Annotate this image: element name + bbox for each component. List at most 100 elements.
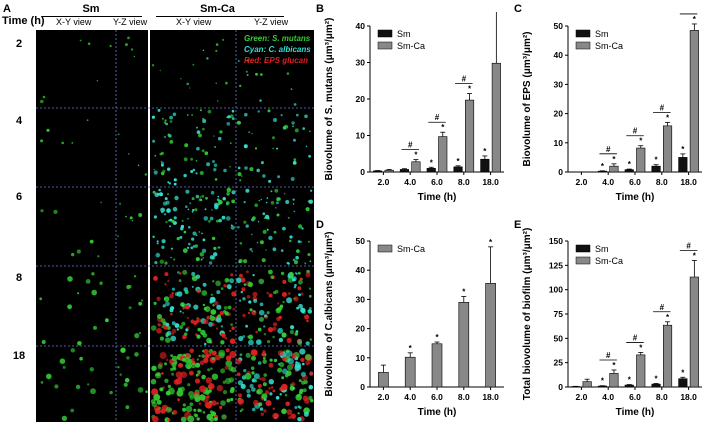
bar xyxy=(651,383,661,388)
cell-cluster xyxy=(305,207,310,212)
cell-cluster xyxy=(259,407,264,411)
sm-xy-view-label: X-Y view xyxy=(56,17,92,27)
cell-cluster xyxy=(298,224,303,229)
cell-cluster xyxy=(186,326,190,330)
cell-cluster xyxy=(211,400,217,406)
x-axis-title: Time (h) xyxy=(418,407,457,418)
cell-cluster xyxy=(131,48,134,51)
cell-cluster xyxy=(119,202,122,205)
bar xyxy=(404,356,416,388)
cell-cluster xyxy=(266,291,269,295)
cell-cluster xyxy=(277,327,284,334)
cell-cluster xyxy=(307,240,310,243)
cell-cluster xyxy=(202,120,204,122)
row-label-2: 2 xyxy=(15,38,23,50)
cell-cluster xyxy=(199,171,204,175)
cell-cluster xyxy=(180,224,185,229)
cell-cluster xyxy=(172,112,177,117)
cell-cluster xyxy=(245,70,248,73)
cell-cluster xyxy=(257,327,262,332)
cell-cluster xyxy=(42,95,46,99)
cell-cluster xyxy=(185,362,192,370)
cell-cluster xyxy=(40,209,44,213)
cell-cluster xyxy=(246,270,249,274)
cell-cluster xyxy=(270,386,274,389)
cell-cluster xyxy=(87,42,91,45)
cell-cluster xyxy=(276,147,279,150)
cell-cluster xyxy=(298,379,302,383)
cell-cluster xyxy=(248,300,252,304)
cell-cluster xyxy=(195,234,198,237)
cell-cluster xyxy=(183,287,188,292)
cell-cluster xyxy=(249,383,254,389)
cell-cluster xyxy=(202,127,205,131)
cell-cluster xyxy=(232,307,236,311)
bar xyxy=(373,170,383,173)
cell-cluster xyxy=(228,365,234,372)
cell-cluster xyxy=(220,368,226,374)
cell-cluster xyxy=(192,208,195,212)
cell-cluster xyxy=(202,282,207,287)
cell-cluster xyxy=(138,332,141,334)
panel-d-label: D xyxy=(316,219,324,231)
cell-cluster xyxy=(293,210,296,213)
significance-hash: # xyxy=(633,127,638,136)
cell-cluster xyxy=(203,348,209,355)
cell-cluster xyxy=(295,113,299,117)
cell-cluster xyxy=(300,357,305,363)
cell-cluster xyxy=(305,360,311,366)
cell-cluster xyxy=(289,329,295,335)
cell-cluster xyxy=(187,246,190,249)
cell-cluster xyxy=(276,198,279,202)
significance-hash: # xyxy=(686,241,691,250)
x-tick-label: 4.0 xyxy=(602,177,614,187)
cell-cluster xyxy=(201,354,206,358)
cell-cluster xyxy=(133,275,137,278)
cell-cluster xyxy=(156,328,162,334)
cell-cluster xyxy=(307,253,311,257)
cell-cluster xyxy=(79,356,83,361)
cell-cluster xyxy=(191,358,195,362)
cell-cluster xyxy=(215,49,218,52)
significance-star: * xyxy=(639,343,643,352)
cell-cluster xyxy=(269,358,273,362)
y-tick-label: 40 xyxy=(356,21,366,31)
cell-cluster xyxy=(237,380,243,386)
cell-cluster xyxy=(299,388,304,393)
bar xyxy=(378,372,389,388)
cell-cluster xyxy=(219,311,224,316)
cell-cluster xyxy=(199,394,206,401)
cell-cluster xyxy=(272,322,278,327)
cell-cluster xyxy=(191,197,195,201)
cell-cluster xyxy=(187,415,195,422)
cell-cluster xyxy=(187,383,191,387)
cell-cluster xyxy=(308,154,311,158)
cell-cluster xyxy=(202,117,205,121)
cell-cluster xyxy=(195,194,200,199)
legend-label: Sm xyxy=(397,29,411,39)
significance-star: * xyxy=(409,344,413,353)
cell-cluster xyxy=(251,233,253,236)
cell-cluster xyxy=(182,307,185,310)
cell-cluster xyxy=(246,295,251,299)
cell-cluster xyxy=(210,293,213,296)
cell-cluster xyxy=(237,226,240,229)
bar xyxy=(438,136,448,173)
cell-cluster xyxy=(260,73,263,76)
cell-cluster xyxy=(188,391,195,397)
cell-cluster xyxy=(223,168,227,173)
cell-cluster xyxy=(190,246,194,250)
cell-cluster xyxy=(263,325,266,328)
cell-cluster xyxy=(137,164,140,167)
legend-swatch xyxy=(377,41,393,50)
cell-cluster xyxy=(297,240,301,244)
cell-cluster xyxy=(152,139,156,143)
cell-cluster xyxy=(273,358,278,363)
cell-cluster xyxy=(189,87,191,89)
cell-cluster xyxy=(187,208,190,211)
cell-cluster xyxy=(176,328,179,331)
cell-cluster xyxy=(213,135,215,137)
cell-cluster xyxy=(156,372,161,377)
cell-cluster xyxy=(170,367,174,371)
bar xyxy=(689,276,699,388)
